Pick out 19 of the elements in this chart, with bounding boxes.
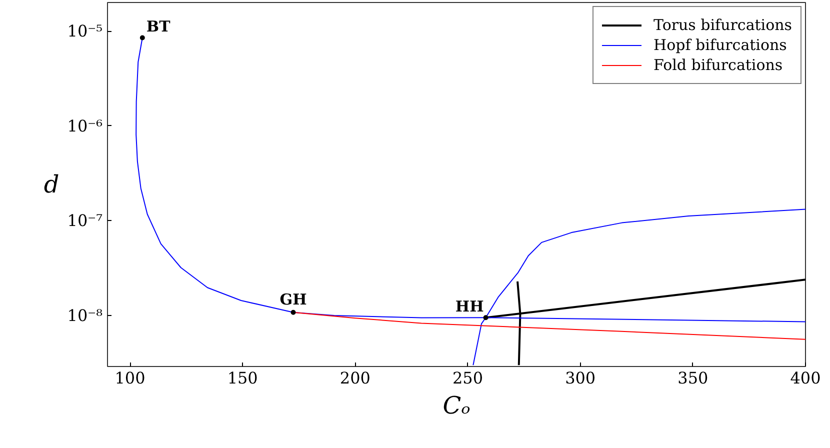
- x-tick-label: 200: [340, 368, 370, 388]
- x-tick-label: 100: [114, 368, 146, 388]
- x-tick-label: 350: [678, 368, 708, 388]
- x-tick-label: 150: [227, 368, 258, 388]
- x-tick-label: 400: [790, 368, 821, 388]
- x-tick-label: 300: [565, 368, 596, 388]
- y-tick-label: 10⁻⁶: [67, 116, 102, 136]
- x-axis-title: Cₒ: [442, 392, 470, 420]
- legend-label: Fold bifurcations: [653, 56, 783, 74]
- y-axis-title: d: [44, 170, 60, 198]
- legend-label: Torus bifurcations: [653, 16, 792, 34]
- annotation: GH: [280, 290, 307, 308]
- annotation: HH: [455, 298, 484, 316]
- y-tick-label: 10⁻⁸: [67, 306, 102, 326]
- annotation: BT: [146, 18, 172, 36]
- x-tick-label: 250: [452, 368, 484, 388]
- legend-label: Hopf bifurcations: [653, 36, 787, 54]
- y-tick-label: 10⁻⁷: [67, 211, 102, 230]
- y-tick-label: 10⁻⁵: [67, 22, 102, 41]
